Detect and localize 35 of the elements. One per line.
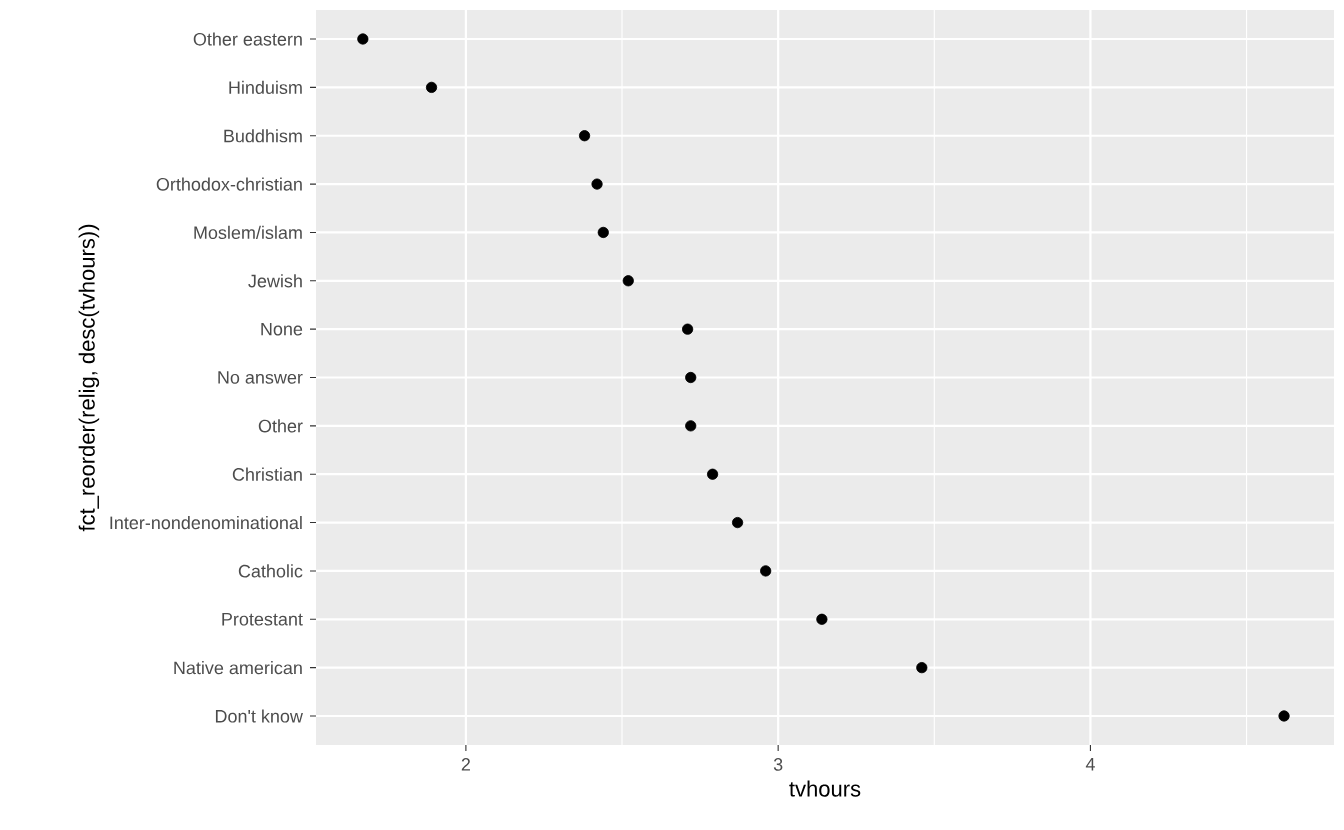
point bbox=[731, 516, 744, 529]
point bbox=[357, 33, 369, 45]
x-tick-label: 4 bbox=[1085, 758, 1095, 771]
y-tick-label: Don't know bbox=[215, 709, 303, 723]
y-tick-label: None bbox=[261, 322, 303, 336]
point bbox=[685, 371, 697, 384]
y-tick-label: Christian bbox=[232, 467, 302, 481]
x-tick-label: 3 bbox=[773, 758, 783, 771]
x-tick-label: 2 bbox=[461, 758, 470, 771]
y-tick-label: Orthodox-christian bbox=[156, 177, 302, 191]
point bbox=[425, 81, 438, 93]
point bbox=[816, 613, 828, 625]
y-tick-label: Hinduism bbox=[229, 80, 302, 94]
point bbox=[682, 323, 694, 335]
y-tick-label: Other eastern bbox=[193, 32, 302, 46]
y-tick-label: Buddhism bbox=[224, 129, 302, 143]
y-tick-label: Protestant bbox=[222, 613, 303, 626]
point bbox=[578, 130, 591, 142]
point bbox=[706, 468, 719, 480]
point bbox=[685, 420, 697, 432]
point bbox=[597, 226, 609, 239]
point bbox=[760, 565, 772, 577]
y-tick-label: No answer bbox=[218, 371, 303, 384]
y-tick-label: Catholic bbox=[238, 564, 303, 578]
point bbox=[1278, 710, 1290, 722]
point bbox=[916, 662, 928, 674]
y-tick-label: Jewish bbox=[248, 274, 302, 288]
y-axis-title: fct_reorder(relig, desc(tvhours)) bbox=[78, 224, 100, 532]
y-tick-label: Inter-nondenominational bbox=[110, 515, 302, 530]
point bbox=[591, 178, 603, 190]
y-tick-label: Native american bbox=[174, 661, 302, 675]
y-tick-label: Moslem/islam bbox=[194, 225, 302, 240]
x-axis-title: tvhours bbox=[789, 780, 861, 797]
y-tick-label: Other bbox=[258, 419, 303, 433]
point bbox=[622, 275, 634, 287]
